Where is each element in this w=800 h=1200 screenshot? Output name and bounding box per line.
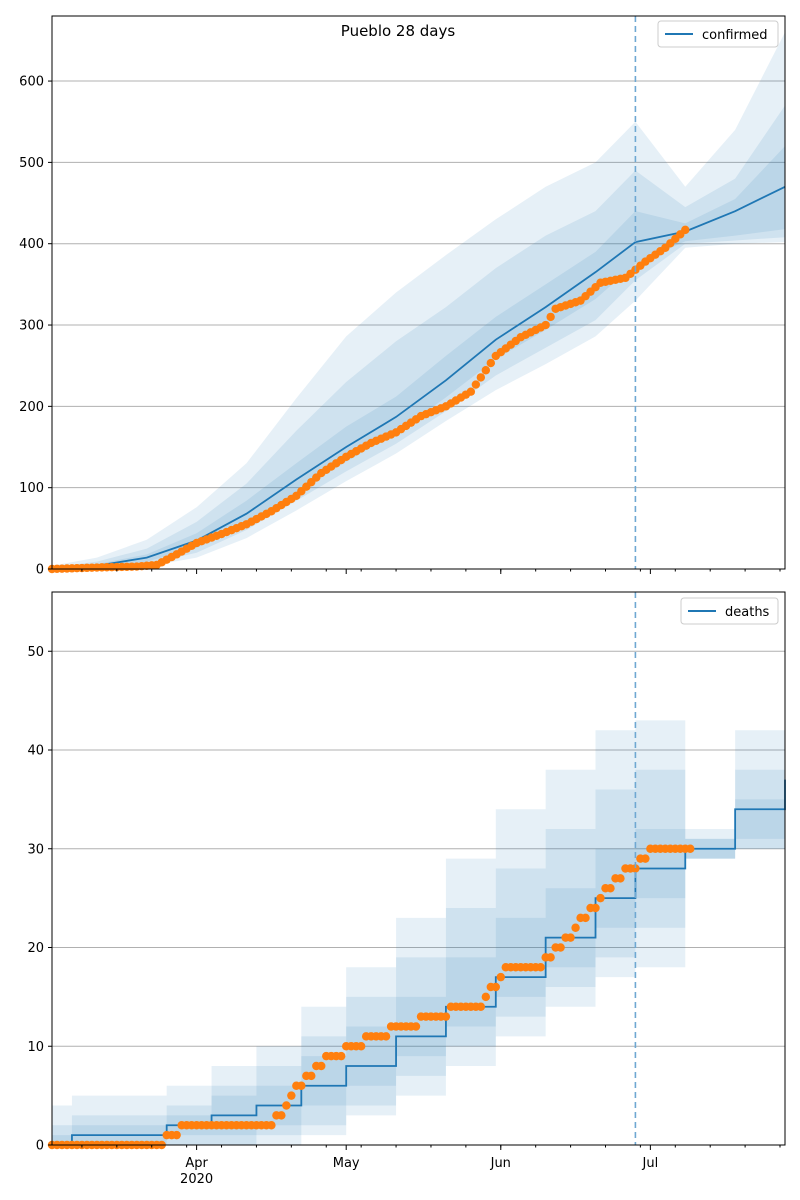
uncertainty-band-2 [52, 661, 785, 1145]
observed-point [686, 844, 695, 853]
observed-point [546, 312, 555, 322]
y-tick-label: 500 [19, 156, 44, 171]
chart-title: Pueblo 28 days [341, 22, 456, 40]
x-tick-label: May [333, 1156, 360, 1171]
confirmed-axes-frame [51, 15, 786, 570]
observed-point [317, 1061, 326, 1071]
deaths-legend-box [680, 597, 779, 625]
confirmed-legend: confirmed [657, 20, 779, 48]
observed-point [277, 1111, 286, 1120]
observed-point [337, 1051, 346, 1061]
observed-point [606, 884, 615, 893]
y-tick-label: 20 [27, 941, 44, 956]
observed-point [287, 1091, 296, 1100]
observed-point [476, 373, 486, 382]
y-tick-label: 50 [27, 645, 44, 660]
observed-point [356, 1042, 366, 1051]
confirmed-legend-label: confirmed [702, 28, 768, 43]
observed-point [411, 1022, 421, 1031]
confirmed-y-axis: 0 100 200 300 400 500 600 [19, 75, 52, 578]
observed-point [571, 923, 580, 932]
observed-point [481, 366, 491, 375]
observed-point [681, 225, 690, 235]
confirmed-gridlines [52, 80, 785, 570]
y-tick-label: 0 [36, 563, 44, 578]
observed-point [616, 874, 625, 883]
y-tick-label: 0 [36, 1139, 44, 1154]
deaths-axes-frame [51, 591, 786, 1146]
observed-point [466, 387, 476, 396]
confirmed-panel: 0 100 200 300 400 500 600 Pueblo 28 days confi… [19, 15, 786, 578]
observed-point [381, 1032, 391, 1041]
observed-point [581, 913, 590, 923]
observed-point [566, 933, 575, 942]
x-tick-label: Jul [642, 1156, 659, 1171]
uncertainty-band-1 [52, 611, 785, 1145]
deaths-legend-label: deaths [725, 605, 770, 620]
observed-point [536, 963, 545, 972]
observed-point [267, 1121, 276, 1130]
observed-point [471, 380, 481, 389]
deaths-legend: deaths [680, 597, 779, 625]
observed-point [496, 972, 505, 982]
observed-point [491, 982, 500, 992]
observed-point [596, 893, 605, 903]
y-tick-label: 40 [27, 744, 44, 759]
observed-point [307, 1071, 316, 1081]
observed-point [486, 358, 496, 368]
confirmed-uncertainty-bands [52, 32, 785, 570]
y-tick-label: 10 [27, 1040, 44, 1055]
confirmed-legend-box [657, 20, 779, 48]
uncertainty-band-1 [52, 32, 785, 569]
model-series-line [51, 185, 786, 570]
observed-point [631, 864, 640, 873]
observed-point [282, 1101, 291, 1110]
confirmed-model-line [51, 185, 786, 570]
y-tick-label: 300 [19, 319, 44, 334]
y-tick-label: 600 [19, 75, 44, 90]
deaths-observed-points [47, 844, 695, 1150]
observed-point [172, 1130, 181, 1140]
x-tick-label: Apr [185, 1156, 208, 1171]
deaths-uncertainty-bands [52, 611, 785, 1145]
uncertainty-band-2 [52, 105, 785, 570]
y-tick-label: 200 [19, 400, 44, 415]
y-tick-label: 400 [19, 237, 44, 252]
observed-point [476, 1002, 486, 1011]
observed-point [546, 953, 555, 962]
observed-point [591, 903, 600, 913]
observed-point [441, 1012, 451, 1021]
x-tick-year-label: 2020 [180, 1172, 213, 1187]
deaths-y-axis: 0 10 20 30 40 50 [27, 645, 52, 1154]
observed-point [641, 854, 650, 863]
observed-point [556, 943, 565, 952]
observed-point [541, 320, 550, 330]
confirmed-x-axis [81, 569, 781, 574]
y-tick-label: 100 [19, 481, 44, 496]
y-tick-label: 30 [27, 842, 44, 857]
observed-point [297, 1081, 306, 1090]
uncertainty-band-3 [52, 146, 785, 569]
x-tick-label: Jun [490, 1156, 511, 1171]
observed-point [481, 992, 491, 1002]
